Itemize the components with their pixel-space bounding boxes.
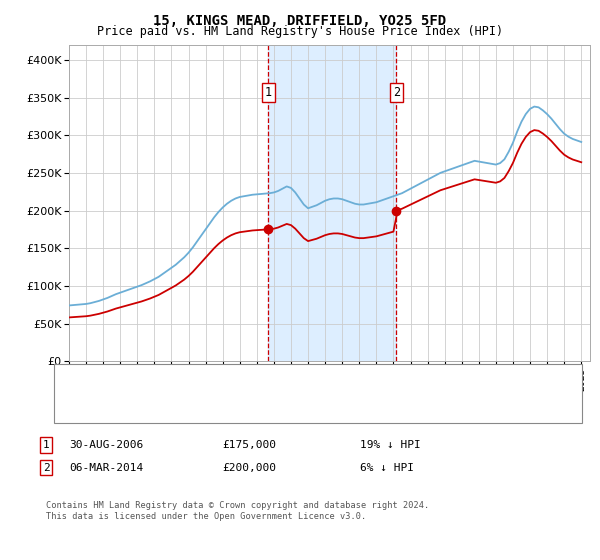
Text: 1: 1 [43,440,50,450]
Text: 06-MAR-2014: 06-MAR-2014 [69,463,143,473]
Text: ——: —— [69,376,100,391]
Text: 15, KINGS MEAD, DRIFFIELD, YO25 5FD (detached house): 15, KINGS MEAD, DRIFFIELD, YO25 5FD (det… [99,379,424,389]
Text: 2: 2 [393,86,400,99]
Text: HPI: Average price, detached house, East Riding of Yorkshire: HPI: Average price, detached house, East… [99,399,474,409]
Text: 2: 2 [43,463,50,473]
Text: Contains HM Land Registry data © Crown copyright and database right 2024.
This d: Contains HM Land Registry data © Crown c… [46,501,430,521]
Text: 1: 1 [265,86,272,99]
Text: 19% ↓ HPI: 19% ↓ HPI [360,440,421,450]
Text: ——: —— [69,397,100,412]
Text: 30-AUG-2006: 30-AUG-2006 [69,440,143,450]
Bar [268,45,397,361]
Text: £175,000: £175,000 [222,440,276,450]
Text: 6% ↓ HPI: 6% ↓ HPI [360,463,414,473]
Text: 15, KINGS MEAD, DRIFFIELD, YO25 5FD: 15, KINGS MEAD, DRIFFIELD, YO25 5FD [154,14,446,28]
Text: £200,000: £200,000 [222,463,276,473]
Text: Price paid vs. HM Land Registry's House Price Index (HPI): Price paid vs. HM Land Registry's House … [97,25,503,38]
